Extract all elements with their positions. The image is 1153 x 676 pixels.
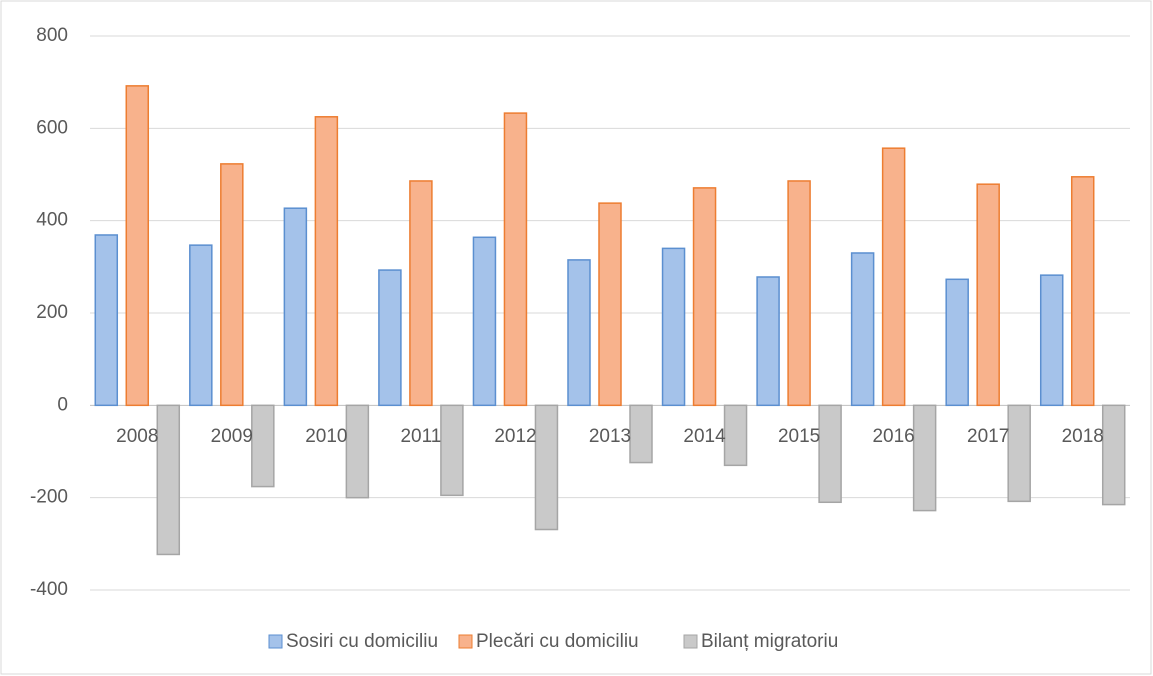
x-tick-label: 2015	[778, 426, 820, 447]
bar	[881, 147, 906, 407]
bar	[125, 85, 150, 407]
bar	[1007, 404, 1031, 503]
bar	[345, 404, 370, 499]
legend-label: Bilanț migratoriu	[701, 631, 838, 652]
x-tick-label: 2017	[967, 426, 1009, 447]
bar	[534, 404, 559, 531]
x-tick-label: 2012	[494, 426, 536, 447]
bar	[1070, 176, 1095, 407]
bar	[598, 202, 622, 407]
x-tick-label: 2014	[683, 426, 726, 447]
legend-label: Sosiri cu domiciliu	[286, 631, 438, 652]
y-tick-label: -200	[30, 487, 68, 508]
bar	[787, 180, 811, 407]
bar	[251, 404, 275, 488]
bar	[912, 404, 937, 512]
y-tick-label: 800	[36, 25, 68, 46]
x-tick-label: 2011	[400, 426, 441, 447]
bar	[189, 244, 213, 407]
bar	[567, 259, 591, 407]
legend-swatch	[683, 634, 698, 649]
x-tick-label: 2016	[872, 426, 914, 447]
y-tick-label: 600	[36, 117, 68, 138]
bar	[1101, 404, 1126, 506]
bar	[94, 234, 119, 407]
legend-swatch	[268, 634, 283, 649]
x-tick-label: 2009	[211, 426, 253, 447]
bar	[472, 236, 497, 407]
bar	[692, 187, 717, 407]
bar	[440, 404, 464, 497]
legend-label: Plecări cu domiciliu	[476, 631, 639, 652]
bar	[283, 207, 308, 407]
legend-swatch	[458, 634, 473, 649]
bar	[850, 252, 875, 407]
bar	[723, 404, 748, 467]
bar	[661, 247, 686, 407]
bar	[314, 116, 339, 407]
bar	[945, 278, 969, 407]
bar	[1039, 274, 1064, 407]
y-tick-label: 200	[36, 302, 68, 323]
y-tick-label: 400	[36, 210, 68, 231]
bar	[976, 183, 1000, 407]
bar	[378, 269, 402, 407]
bar	[503, 112, 528, 407]
x-tick-label: 2013	[589, 426, 631, 447]
x-tick-label: 2018	[1062, 426, 1104, 447]
x-tick-label: 2010	[305, 426, 347, 447]
x-tick-label: 2008	[116, 426, 158, 447]
bar	[629, 404, 653, 464]
bar	[220, 163, 244, 407]
y-tick-label: -400	[30, 579, 68, 600]
bar	[409, 180, 433, 407]
y-tick-label: 0	[57, 394, 68, 415]
bar	[818, 404, 842, 504]
bar	[756, 276, 780, 407]
bar	[156, 404, 181, 556]
